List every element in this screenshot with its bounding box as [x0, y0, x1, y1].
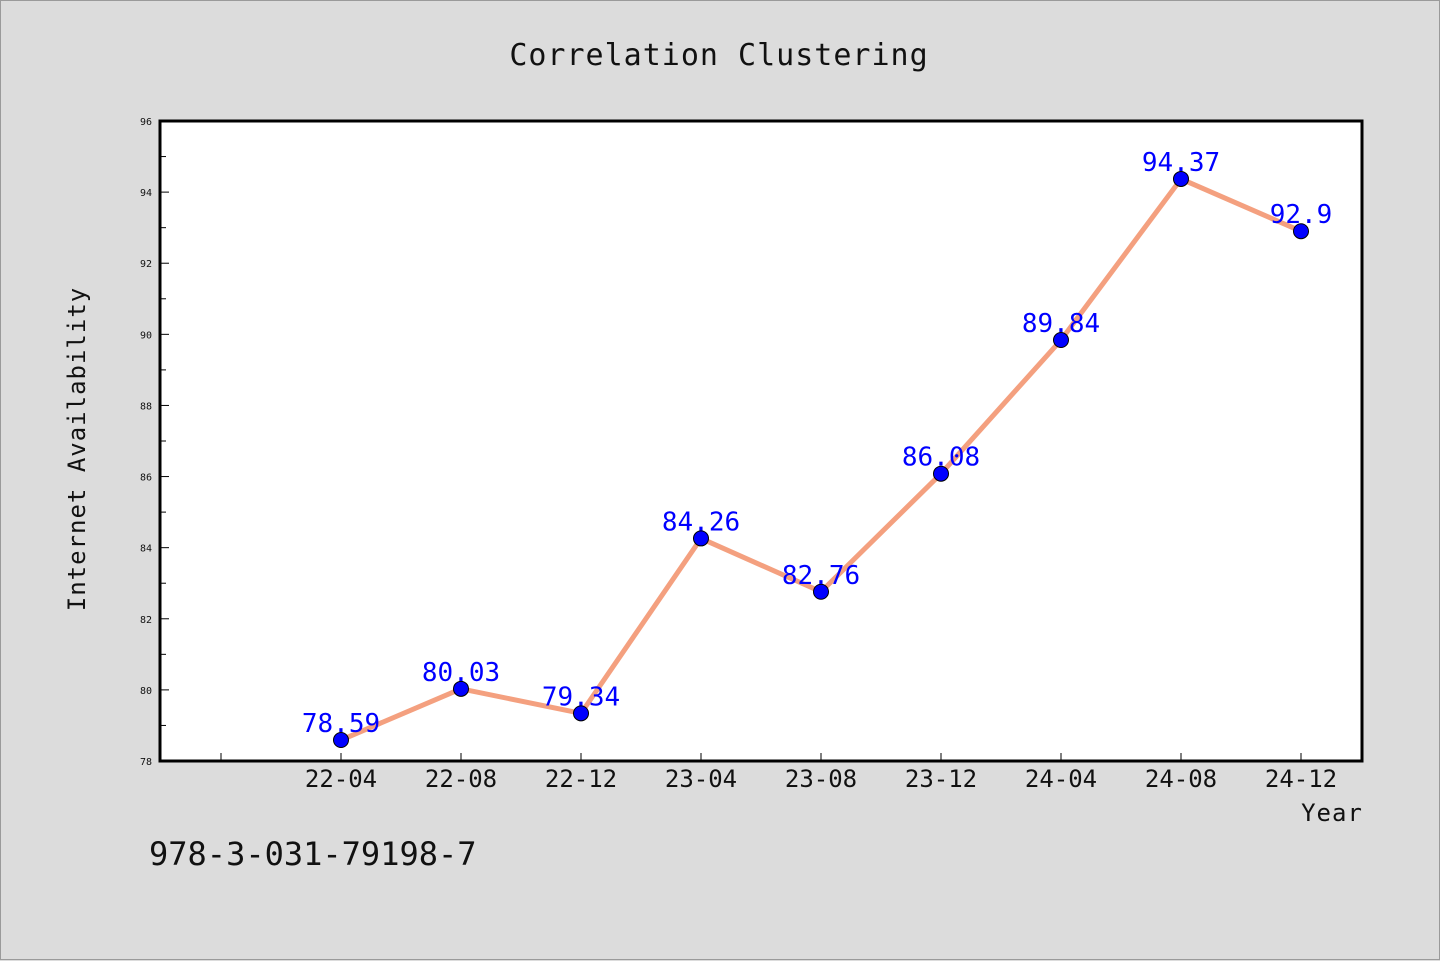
data-point	[333, 732, 349, 749]
data-label: 86.08	[902, 443, 980, 473]
data-label: 94.37	[1142, 148, 1220, 178]
x-tick-label: 23-12	[905, 765, 977, 793]
data-label: 89.84	[1022, 309, 1100, 339]
data-label: 80.03	[422, 658, 500, 688]
data-point	[693, 530, 709, 547]
y-tick-label: 80	[140, 686, 152, 697]
y-tick-label: 86	[140, 473, 152, 484]
plot-area	[158, 119, 1364, 763]
data-label: 79.34	[542, 682, 620, 712]
x-tick-label: 23-08	[785, 765, 857, 793]
y-tick-label: 90	[140, 330, 152, 341]
footnote-isbn: 978-3-031-79198-7	[149, 835, 477, 873]
data-point	[813, 583, 829, 600]
chart-title: Correlation Clustering	[509, 38, 928, 73]
data-label: 82.76	[782, 561, 860, 591]
y-tick-label: 92	[140, 259, 152, 270]
x-tick-label: 23-04	[665, 765, 737, 793]
y-tick-label: 82	[140, 615, 152, 626]
x-tick-label: 22-08	[425, 765, 497, 793]
y-axis-label: Internet Availability	[63, 287, 91, 611]
data-point	[453, 680, 469, 697]
data-point	[1173, 170, 1189, 187]
data-point	[573, 705, 589, 722]
data-point	[1053, 332, 1069, 349]
y-tick-label: 84	[140, 544, 152, 555]
x-tick-label: 22-12	[545, 765, 617, 793]
x-tick-label: 24-08	[1145, 765, 1217, 793]
x-tick-label: 24-12	[1265, 765, 1337, 793]
y-tick-label: 88	[140, 401, 152, 412]
series-layer: 78.59 80.03 79.34 84.26 82.76 86.08 89.84 94.37…	[302, 148, 1333, 749]
data-label: 84.26	[662, 507, 740, 537]
x-axis-label: Year	[1301, 799, 1363, 827]
x-tick-label: 22-04	[305, 765, 377, 793]
x-tick-label: 24-04	[1025, 765, 1097, 793]
data-label: 92.9	[1270, 200, 1333, 230]
y-tick-label: 94	[140, 188, 152, 199]
y-tick-label: 96	[140, 117, 152, 128]
data-point	[933, 465, 949, 482]
data-label: 78.59	[302, 709, 380, 739]
y-axis: 78 80 82 84 86 88 90 92 94 96	[140, 117, 169, 768]
x-axis: 22-04 22-08 22-12 23-04 23-08 23-12 24-04 24-08…	[220, 753, 1337, 793]
y-tick-label: 78	[140, 757, 152, 768]
data-point	[1293, 223, 1309, 240]
